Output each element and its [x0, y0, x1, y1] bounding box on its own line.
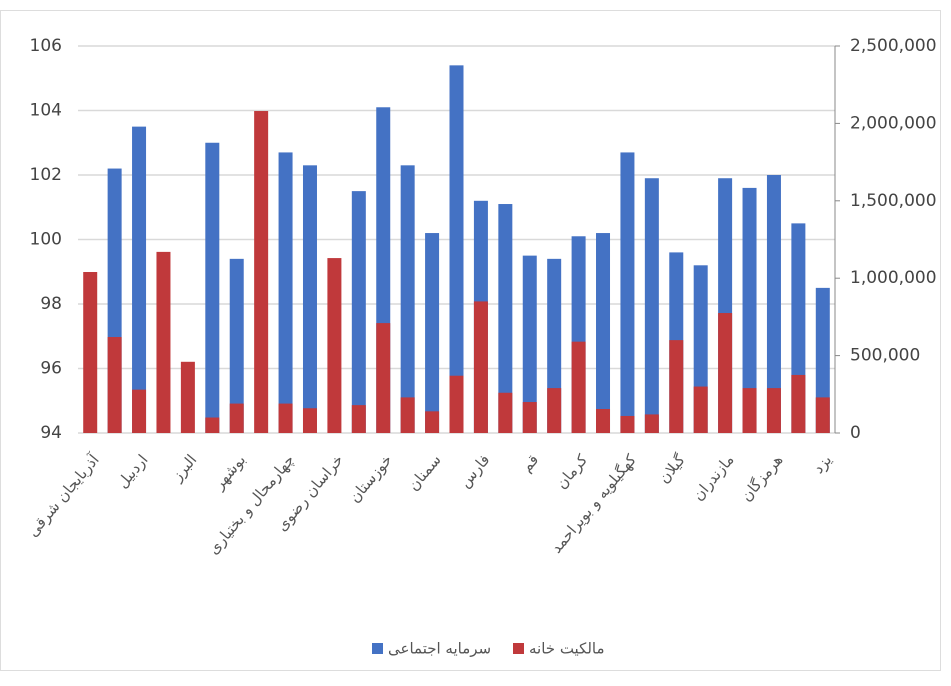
x-tick-label: اردبیل	[113, 451, 151, 492]
bar	[302, 165, 317, 433]
x-tick-label: مازندران	[689, 451, 738, 504]
bar	[498, 392, 513, 433]
y-tick-label: 104	[30, 101, 62, 121]
bar	[107, 337, 122, 433]
legend-swatch	[372, 643, 383, 654]
bar	[815, 397, 830, 433]
bar	[522, 255, 537, 433]
bar	[205, 417, 220, 433]
bar	[376, 323, 391, 433]
y-tick-label: 100	[30, 230, 62, 250]
y2-tick-label: 1,500,000	[850, 191, 937, 211]
x-tick-label: آذربایجان شرقی	[24, 450, 104, 540]
bar	[327, 258, 342, 433]
x-tick-label: فارس	[456, 451, 494, 491]
bar	[791, 374, 806, 433]
bar	[522, 402, 537, 433]
x-tick-label: البرز	[167, 451, 200, 485]
x-tick-label: هرمزگان	[737, 451, 786, 505]
y2-tick-label: 2,000,000	[850, 113, 937, 133]
bar	[498, 204, 513, 433]
y-tick-label: 102	[30, 165, 62, 185]
bar	[180, 361, 195, 433]
y2-tick-label: 500,000	[850, 346, 920, 366]
bar	[473, 301, 488, 433]
bar	[425, 411, 440, 433]
legend-label: مالکیت خانه	[529, 640, 605, 658]
bar	[693, 386, 708, 433]
bar	[278, 403, 293, 433]
y-tick-label: 98	[40, 294, 62, 314]
legend-label: سرمایه اجتماعی	[388, 640, 491, 658]
bar	[351, 405, 366, 433]
bar	[351, 191, 366, 433]
y-tick-label: 106	[30, 36, 62, 56]
x-tick-label: خوزستان	[345, 451, 395, 506]
bar	[132, 126, 147, 433]
y2-tick-label: 2,500,000	[850, 36, 937, 56]
bar	[815, 287, 830, 433]
bar	[742, 187, 757, 433]
x-tick-label: کرمان	[552, 450, 591, 492]
bar	[254, 111, 269, 434]
bar	[766, 388, 781, 433]
frame	[0, 10, 941, 671]
bar	[229, 403, 244, 433]
bar	[205, 142, 220, 433]
bar	[449, 65, 464, 433]
bar	[302, 408, 317, 433]
y2-tick-label: 0	[850, 423, 861, 443]
bar	[83, 272, 98, 433]
bar	[425, 233, 440, 433]
x-tick-label: کهگیلویه و بویراحمد	[547, 450, 640, 556]
x-tick-label: چهارمحال و بختیاری	[204, 451, 298, 558]
bar	[742, 388, 757, 433]
bar	[278, 152, 293, 434]
bar	[156, 251, 171, 433]
x-tick-label: گیلان	[655, 450, 690, 486]
bar	[132, 389, 147, 433]
y-tick-label: 94	[40, 423, 62, 443]
bar	[669, 340, 684, 433]
bar	[547, 388, 562, 433]
bar	[571, 341, 586, 433]
bar	[644, 178, 659, 433]
bar	[400, 397, 415, 433]
bar	[620, 152, 635, 434]
x-tick-label: قم	[517, 451, 542, 476]
x-tick-label: بوشهر	[209, 451, 249, 494]
y2-tick-label: 1,000,000	[850, 268, 937, 288]
legend-swatch	[513, 643, 524, 654]
bar	[449, 375, 464, 433]
bar	[766, 175, 781, 433]
x-tick-label: سمنان	[404, 451, 444, 494]
bar	[596, 409, 611, 433]
bar	[644, 414, 659, 433]
x-tick-label: یزد	[809, 451, 835, 477]
bar	[596, 233, 611, 433]
bar	[229, 258, 244, 433]
bar	[620, 415, 635, 433]
y-tick-label: 96	[40, 359, 62, 379]
bar	[400, 165, 415, 433]
bar	[718, 313, 733, 433]
